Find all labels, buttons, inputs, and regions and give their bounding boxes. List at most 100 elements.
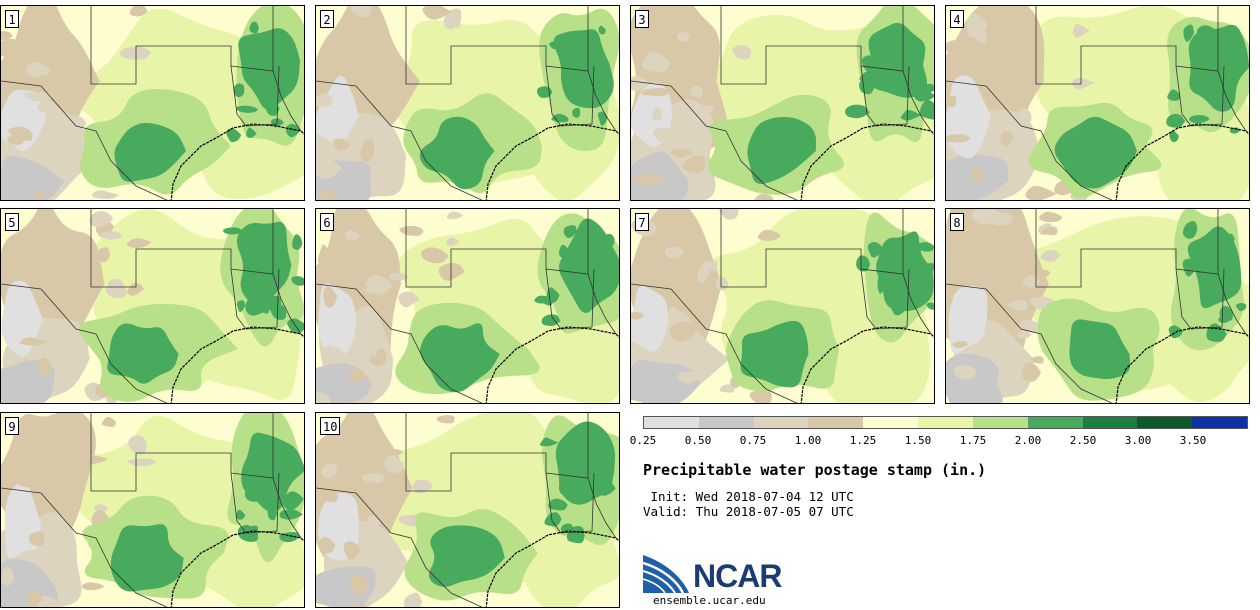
- state-border: [90, 413, 274, 492]
- state-border: [545, 472, 595, 534]
- pw-speckle: [1, 31, 13, 40]
- pw-speckle: [126, 282, 145, 296]
- pw-field-200: [419, 116, 495, 190]
- pw-speckle: [1, 38, 25, 58]
- pw-speckle: [127, 458, 157, 467]
- pw-speckle-200: [292, 234, 303, 250]
- pw-speckle: [316, 57, 335, 76]
- pw-speckle: [126, 238, 152, 249]
- pw-speckle: [59, 115, 87, 134]
- pw-speckle: [1038, 211, 1063, 223]
- pw-speckle: [1017, 330, 1032, 339]
- colorbar-swatch: [753, 417, 809, 428]
- pw-speckle: [367, 495, 389, 507]
- pw-speckle: [18, 479, 44, 488]
- pw-speckle-200: [1166, 113, 1185, 128]
- pw-speckle-200: [892, 294, 906, 309]
- country-border: [946, 80, 1113, 200]
- pw-speckle-200: [1182, 220, 1198, 239]
- stamp-label-4: 4: [950, 10, 964, 28]
- state-border: [230, 65, 280, 127]
- colorbar-tick-labels: 0.25 0.50 0.75 1.00 1.25 1.50 1.75 2.00 …: [630, 434, 1260, 448]
- pw-speckle-200: [1189, 115, 1210, 124]
- pw-speckle: [129, 6, 148, 17]
- pw-speckle-200: [597, 481, 616, 496]
- pw-speckle-200: [282, 491, 304, 511]
- pw-speckle: [384, 173, 397, 195]
- state-border: [545, 65, 595, 127]
- pw-speckle: [1000, 130, 1014, 146]
- state-border: [230, 472, 280, 534]
- pw-speckle: [953, 365, 977, 380]
- stamp-label-7: 7: [635, 213, 649, 231]
- pw-speckle-200: [566, 526, 585, 544]
- pw-speckle: [349, 369, 366, 383]
- state-border: [1035, 6, 1219, 85]
- pw-speckle: [36, 134, 59, 151]
- pw-speckle: [332, 138, 351, 152]
- pw-field-200: [747, 117, 817, 185]
- pw-speckle: [362, 473, 385, 483]
- colorbar-tick: 0.50: [684, 434, 712, 447]
- pw-speckle: [319, 536, 336, 554]
- state-border: [860, 65, 910, 127]
- pw-speckle: [366, 515, 380, 527]
- pw-speckle: [317, 244, 334, 268]
- pw-speckle: [398, 291, 420, 308]
- pw-speckle: [359, 478, 377, 493]
- pw-field-200: [420, 323, 500, 393]
- pw-speckle: [1034, 269, 1051, 278]
- country-border: [1, 283, 168, 403]
- country-border: [946, 283, 1113, 403]
- pw-speckle-200: [235, 509, 246, 520]
- pw-speckle: [48, 75, 79, 88]
- coastline: [170, 123, 304, 200]
- pw-speckle-200: [256, 71, 268, 84]
- colorbar-swatch: [918, 417, 973, 428]
- pw-speckle-200: [601, 233, 615, 247]
- ncar-logo-icon: [643, 555, 689, 594]
- state-border: [272, 477, 302, 539]
- pw-speckle: [677, 371, 700, 384]
- pw-speckle: [336, 43, 352, 52]
- pw-speckle-200: [861, 55, 882, 74]
- pw-speckle: [322, 490, 339, 503]
- pw-speckle-200: [1233, 42, 1242, 58]
- pw-speckle: [1072, 23, 1090, 38]
- pw-field-025: [1, 280, 43, 357]
- colorbar-tick: 1.25: [849, 434, 877, 447]
- coastline: [1115, 326, 1249, 403]
- colorbar: [643, 416, 1248, 429]
- pw-speckle: [37, 357, 51, 376]
- stamp-panel-4: 4: [945, 5, 1250, 201]
- pw-speckle: [1025, 185, 1057, 200]
- pw-speckle: [652, 127, 677, 142]
- state-border: [720, 209, 904, 288]
- pw-speckle-200: [595, 68, 606, 83]
- state-border: [720, 6, 904, 85]
- coastline: [485, 326, 619, 403]
- pw-speckle: [690, 85, 703, 98]
- stamp-label-2: 2: [320, 10, 334, 28]
- pw-speckle: [348, 604, 368, 607]
- pw-speckle: [682, 155, 706, 173]
- coastline: [800, 123, 934, 200]
- pw-speckle-200: [245, 127, 257, 139]
- pw-speckle-200: [558, 244, 571, 258]
- pw-speckle: [946, 40, 971, 55]
- pw-speckle-200: [249, 21, 259, 34]
- stamp-panel-5: 5: [0, 208, 305, 404]
- pw-speckle: [387, 448, 404, 456]
- pw-speckle: [1072, 77, 1095, 90]
- pw-speckle: [664, 246, 684, 259]
- stamp-label-8: 8: [950, 213, 964, 231]
- pw-speckle: [389, 272, 409, 281]
- pw-speckle: [732, 45, 752, 60]
- stamp-panel-8: 8: [945, 208, 1250, 404]
- product-title: Precipitable water postage stamp (in.): [643, 461, 987, 479]
- colorbar-tick: 2.00: [1014, 434, 1042, 447]
- stamp-label-10: 10: [320, 417, 341, 435]
- pw-speckle: [988, 212, 1013, 226]
- pw-speckle: [66, 494, 80, 515]
- stamp-map-9: [1, 413, 304, 607]
